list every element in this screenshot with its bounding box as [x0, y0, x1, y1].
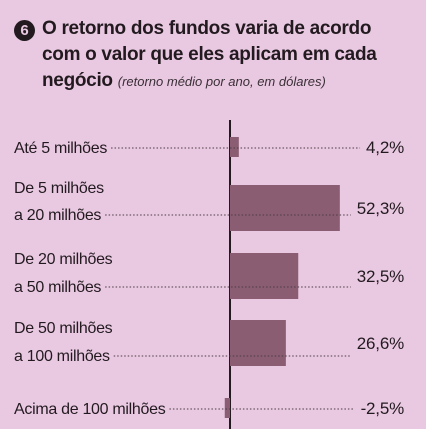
bar — [230, 320, 286, 366]
bar — [230, 137, 239, 157]
category-label: De 20 milhões — [14, 251, 113, 268]
title-line: com o valor que eles aplicam em cada — [42, 44, 377, 65]
category-label: De 5 milhões — [14, 180, 104, 197]
value-label: -2,5% — [361, 399, 404, 418]
title-line: negócio (retorno médio por ano, em dólar… — [42, 68, 414, 94]
bar — [230, 253, 299, 299]
value-label: 52,3% — [357, 199, 404, 218]
bar — [230, 185, 340, 231]
bar — [224, 398, 230, 418]
category-label: Até 5 milhões — [14, 140, 107, 157]
category-label: De 50 milhões — [14, 320, 113, 337]
title-line-end: negócio — [42, 70, 113, 91]
value-label: 26,6% — [357, 334, 404, 353]
chart-title: O retorno dos fundos varia de acordo com… — [42, 16, 414, 94]
value-label: 32,5% — [357, 267, 404, 286]
title-line: O retorno dos fundos varia de acordo — [42, 18, 372, 39]
category-label: a 20 milhões — [14, 207, 101, 224]
number-badge: 6 — [14, 20, 35, 41]
category-label: a 100 milhões — [14, 348, 110, 365]
category-label: Acima de 100 milhões — [14, 401, 166, 418]
value-label: 4,2% — [366, 138, 404, 157]
chart-header: 6 O retorno dos fundos varia de acordo c… — [14, 16, 414, 94]
category-label: a 50 milhões — [14, 279, 101, 296]
chart-subtitle: (retorno médio por ano, em dólares) — [117, 74, 326, 89]
